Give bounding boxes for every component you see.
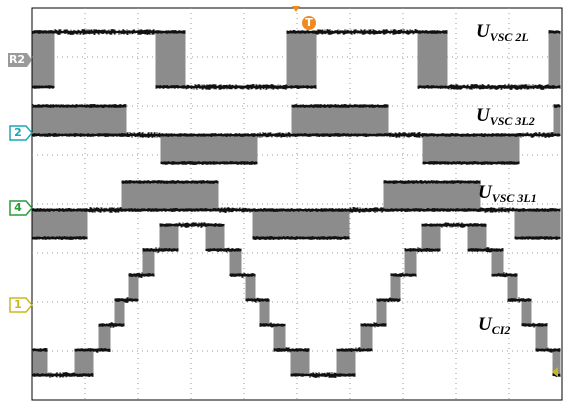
channel-marker: 1 <box>10 298 32 312</box>
svg-text:T: T <box>305 16 313 29</box>
svg-text:4: 4 <box>14 201 22 214</box>
scope-screen: UVSC 2L UVSC 3L2 UVSC 3L1 UCI2 R2 2 4 1 … <box>0 0 564 403</box>
svg-text:R2: R2 <box>9 53 25 66</box>
svg-text:1: 1 <box>14 298 22 311</box>
channel-marker: R2 <box>8 53 32 67</box>
channel-marker: 2 <box>10 126 32 140</box>
channel-marker: 4 <box>10 201 32 215</box>
svg-text:2: 2 <box>14 126 22 139</box>
